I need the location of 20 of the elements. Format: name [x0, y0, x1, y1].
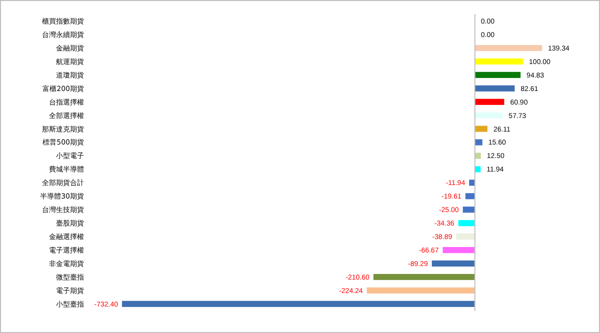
- bar: [474, 72, 521, 78]
- bar: [474, 58, 524, 65]
- bar: [469, 180, 475, 186]
- bar: [432, 260, 475, 267]
- bar: [474, 166, 481, 172]
- bar: [122, 300, 475, 307]
- bar: [474, 98, 504, 105]
- bar: [458, 220, 475, 226]
- bar: [474, 139, 482, 146]
- bar: [474, 85, 515, 92]
- bar: [474, 112, 503, 118]
- bar: [442, 247, 475, 254]
- bar: [474, 44, 542, 52]
- bar: [366, 287, 475, 294]
- bar: [373, 274, 475, 280]
- bar: [462, 206, 475, 213]
- bar: [465, 193, 475, 200]
- bar: [474, 152, 481, 159]
- bar: [474, 126, 488, 132]
- bar: [456, 234, 475, 240]
